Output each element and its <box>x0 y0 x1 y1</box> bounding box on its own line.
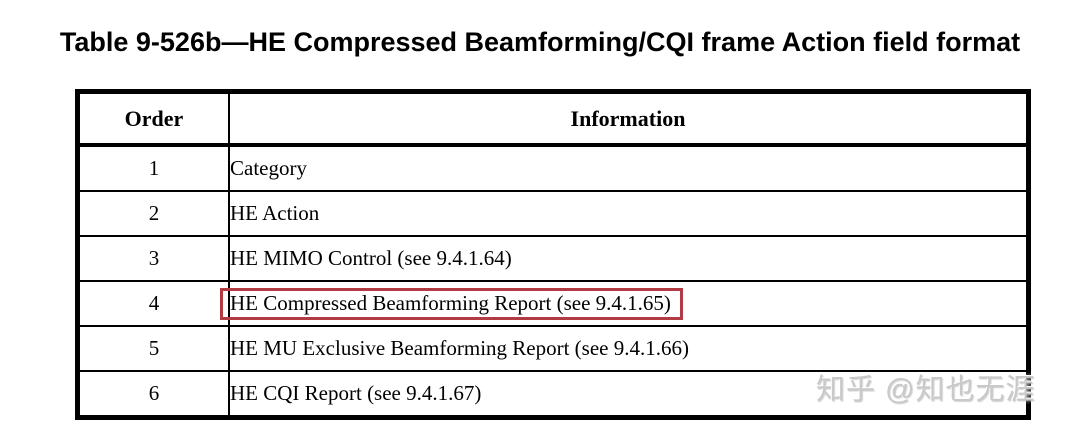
information-cell: HE Action <box>228 190 1030 237</box>
table-row: 5 HE MU Exclusive Beamforming Report (se… <box>76 325 1030 372</box>
information-cell: HE MIMO Control (see 9.4.1.64) <box>228 235 1030 282</box>
highlight-box: HE Compressed Beamforming Report (see 9.… <box>220 287 683 320</box>
table-caption: Table 9-526b—HE Compressed Beamforming/C… <box>59 27 1021 57</box>
zhihu-watermark: 知乎 @知也无涯 <box>816 374 1036 406</box>
order-cell: 4 <box>76 280 230 327</box>
information-text: HE MIMO Control (see 9.4.1.64) <box>230 246 512 270</box>
order-cell: 2 <box>76 190 230 237</box>
order-cell: 6 <box>76 370 230 419</box>
order-cell: 1 <box>76 144 230 192</box>
table-row: 3 HE MIMO Control (see 9.4.1.64) <box>76 235 1030 282</box>
information-cell: HE Compressed Beamforming Report (see 9.… <box>220 280 1030 327</box>
information-text: HE Action <box>230 201 320 225</box>
information-text: HE MU Exclusive Beamforming Report (see … <box>230 336 689 360</box>
table-header-row: Order Information <box>76 90 1030 147</box>
information-cell: HE MU Exclusive Beamforming Report (see … <box>228 325 1030 372</box>
information-cell: HE CQI Report (see 9.4.1.67) <box>228 370 1030 419</box>
information-text: HE CQI Report (see 9.4.1.67) <box>230 381 482 405</box>
action-field-format-table: Order Information 1 Category 2 HE Action… <box>75 89 1031 420</box>
order-cell: 3 <box>76 235 230 282</box>
order-cell: 5 <box>76 325 230 372</box>
table-row: 2 HE Action <box>76 190 1030 237</box>
table-row: 6 HE CQI Report (see 9.4.1.67) <box>76 370 1030 419</box>
column-header-order: Order <box>76 90 230 147</box>
column-header-information: Information <box>228 90 1030 147</box>
table-row: 1 Category <box>76 144 1030 192</box>
information-cell: Category <box>228 144 1030 192</box>
information-text: Category <box>230 156 307 180</box>
information-text: HE Compressed Beamforming Report (see 9.… <box>230 290 671 315</box>
table-row: 4 HE Compressed Beamforming Report (see … <box>76 280 1030 327</box>
